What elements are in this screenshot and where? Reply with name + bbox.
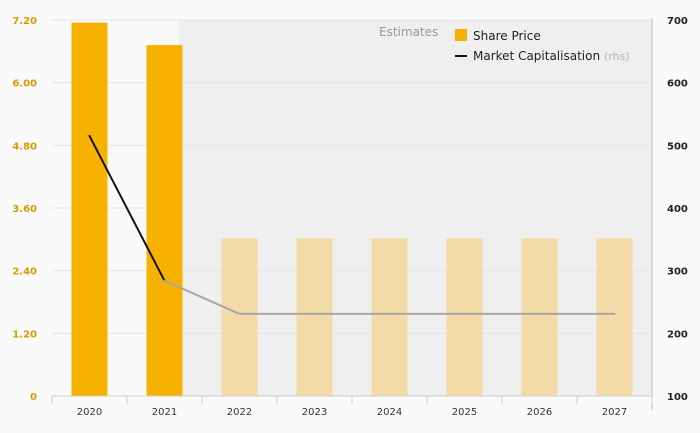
y-right-tick-label: 100 <box>667 392 688 403</box>
y-right-tick-label: 500 <box>667 141 688 152</box>
bar-share-price-2023 <box>296 238 333 396</box>
line-series-market-capitalisation <box>88 134 616 315</box>
y-right-tick-label: 300 <box>667 267 688 278</box>
axes <box>51 18 653 410</box>
x-tick-label: 2021 <box>152 407 177 418</box>
y-right-tick-label: 600 <box>667 79 688 90</box>
y-left-tick-label: 0 <box>30 392 37 403</box>
y-right-tick-label: 400 <box>667 204 688 215</box>
bar-series-share-price <box>71 22 633 397</box>
x-tick-label: 2024 <box>377 407 402 418</box>
y-left-tick-label: 6.00 <box>12 79 37 90</box>
y-left-tick-label: 2.40 <box>12 267 37 278</box>
legend: Share Price Market Capitalisation (rhs) <box>455 29 630 63</box>
x-tick-label: 2023 <box>302 407 327 418</box>
bar-share-price-2020 <box>71 22 108 396</box>
bar-share-price-2022 <box>221 238 258 396</box>
tick-labels: 0 1.20 2.40 3.60 4.80 6.00 7.20 100 200 300 400 500… <box>12 16 688 418</box>
y-left-tick-label: 1.20 <box>12 329 37 340</box>
y-left-tick-label: 4.80 <box>12 141 37 152</box>
y-right-tick-label: 200 <box>667 329 688 340</box>
x-tick-label: 2020 <box>77 407 102 418</box>
y-left-tick-label: 3.60 <box>12 204 37 215</box>
y-right-tick-label: 700 <box>667 16 688 27</box>
x-tick-label: 2027 <box>602 407 627 418</box>
x-tick-label: 2025 <box>452 407 477 418</box>
legend-swatch-share-price <box>455 29 467 41</box>
bar-share-price-2025 <box>446 238 483 396</box>
y-left-tick-label: 7.20 <box>12 16 37 27</box>
estimates-label: Estimates <box>379 25 438 39</box>
bar-share-price-2027 <box>596 238 633 396</box>
bar-share-price-2026 <box>521 238 558 396</box>
bar-share-price-2021 <box>146 45 183 397</box>
x-tick-label: 2022 <box>227 407 252 418</box>
line-segment-market-capitalisation-2020 <box>88 134 166 282</box>
line-segment-market-capitalisation-2021 <box>163 279 241 315</box>
bar-share-price-2024 <box>371 238 408 396</box>
x-tick-label: 2026 <box>527 407 552 418</box>
legend-label-market-capitalisation: Market Capitalisation (rhs) <box>473 49 630 63</box>
legend-label-share-price: Share Price <box>473 29 541 43</box>
